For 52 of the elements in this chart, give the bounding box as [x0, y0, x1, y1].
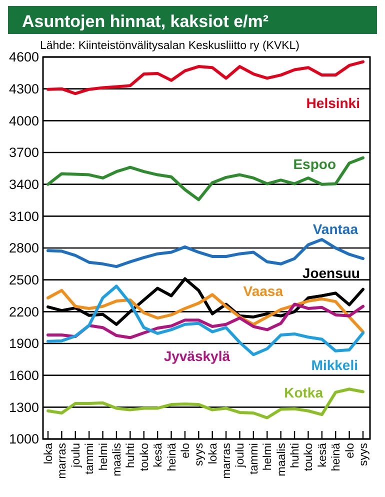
x-tick-label: touko [138, 443, 151, 472]
x-tick-label: loka [207, 442, 220, 464]
series-label: Vaasa [243, 282, 284, 299]
y-tick-label: 1300 [8, 400, 39, 415]
y-tick-label: 1000 [8, 432, 39, 447]
x-tick-label: marras [221, 442, 234, 479]
series-label: Helsinki [306, 95, 360, 112]
x-tick-label: huhti [125, 443, 138, 468]
x-tick-label: elo [180, 443, 192, 458]
y-tick-label: 4000 [8, 113, 39, 128]
line-series [46, 302, 364, 340]
y-tick-label: 2500 [8, 272, 39, 288]
x-tick-label: helmi [98, 443, 110, 470]
x-tick-label: helmi [262, 443, 274, 470]
y-tick-label: 4600 [8, 50, 39, 65]
x-tick-label: tammi [248, 443, 260, 474]
x-tick-label: kesä [152, 442, 165, 468]
x-tick-label: syys [358, 442, 370, 466]
line-series [46, 60, 364, 96]
series-label: Kotka [284, 384, 324, 401]
x-tick-label: maalis [111, 442, 124, 476]
x-tick-label: elo [344, 443, 356, 458]
y-tick-label: 2800 [8, 240, 39, 256]
line-series [46, 388, 364, 420]
x-tick-label: loka [43, 442, 55, 464]
series-label: Espoo [293, 156, 336, 172]
series-label: Vantaa [312, 220, 358, 237]
x-tick-label: tammi [84, 443, 96, 474]
y-tick-label: 1600 [8, 368, 39, 384]
y-tick-label: 3700 [8, 145, 39, 160]
y-tick-label: 4300 [8, 82, 39, 97]
x-tick-label: joulu [234, 443, 247, 468]
x-tick-label: heinä [166, 442, 178, 472]
chart-subtitle: Lähde: Kiinteistönvälitysalan Keskusliitto ry (KVKL) [40, 40, 300, 52]
x-tick-label: huhti [290, 443, 302, 468]
chart-title: Asuntojen hinnat, kaksiot e/m² [22, 12, 269, 31]
line-series [46, 156, 364, 202]
x-tick-label: syys [194, 442, 206, 466]
y-tick-label: 1900 [8, 336, 39, 352]
line-series [46, 238, 364, 268]
series-label: Jyväskylä [164, 348, 230, 364]
y-tick-label: 3100 [8, 208, 39, 224]
x-tick-label: kesä [316, 442, 329, 468]
x-tick-label: touko [303, 443, 316, 472]
x-tick-label: heinä [330, 442, 343, 472]
y-tick-label: 2200 [8, 304, 39, 320]
y-tick-label: 3400 [8, 177, 39, 192]
x-tick-label: marras [56, 442, 69, 479]
series-label: Joensuu [302, 264, 360, 281]
series-label: Mikkeli [311, 357, 358, 374]
x-tick-label: joulu [70, 443, 82, 468]
x-tick-label: maalis [276, 442, 288, 476]
